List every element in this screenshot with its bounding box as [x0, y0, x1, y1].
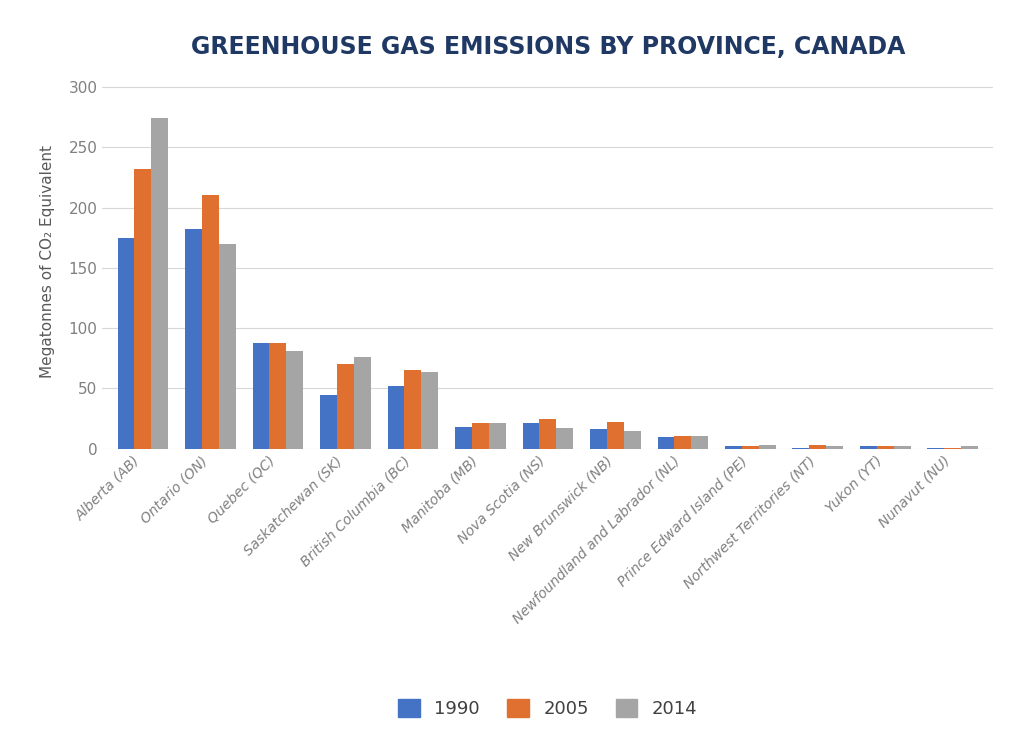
- Bar: [387, 386, 404, 449]
- Bar: [860, 447, 877, 449]
- Bar: [894, 447, 910, 449]
- Bar: [455, 427, 472, 449]
- Y-axis label: Megatonnes of CO₂ Equivalent: Megatonnes of CO₂ Equivalent: [40, 145, 54, 378]
- Bar: [759, 445, 775, 449]
- Bar: [253, 343, 269, 449]
- Title: GREENHOUSE GAS EMISSIONS BY PROVINCE, CANADA: GREENHOUSE GAS EMISSIONS BY PROVINCE, CA…: [190, 35, 905, 59]
- Bar: [809, 445, 826, 449]
- Bar: [877, 447, 894, 449]
- Bar: [269, 343, 287, 449]
- Bar: [421, 372, 438, 449]
- Bar: [321, 394, 337, 449]
- Bar: [337, 364, 354, 449]
- Bar: [522, 423, 540, 449]
- Bar: [675, 435, 691, 449]
- Bar: [404, 370, 421, 449]
- Legend: 1990, 2005, 2014: 1990, 2005, 2014: [389, 690, 707, 727]
- Bar: [657, 437, 675, 449]
- Bar: [488, 423, 506, 449]
- Bar: [691, 435, 709, 449]
- Bar: [590, 429, 607, 449]
- Bar: [472, 423, 488, 449]
- Bar: [202, 195, 219, 449]
- Bar: [134, 169, 152, 449]
- Bar: [219, 244, 236, 449]
- Bar: [287, 351, 303, 449]
- Bar: [741, 447, 759, 449]
- Bar: [354, 357, 371, 449]
- Bar: [556, 429, 573, 449]
- Bar: [725, 447, 741, 449]
- Bar: [826, 447, 843, 449]
- Bar: [607, 423, 624, 449]
- Bar: [152, 118, 168, 449]
- Bar: [962, 447, 978, 449]
- Bar: [118, 238, 134, 449]
- Bar: [185, 229, 202, 449]
- Bar: [624, 431, 641, 449]
- Bar: [540, 419, 556, 449]
